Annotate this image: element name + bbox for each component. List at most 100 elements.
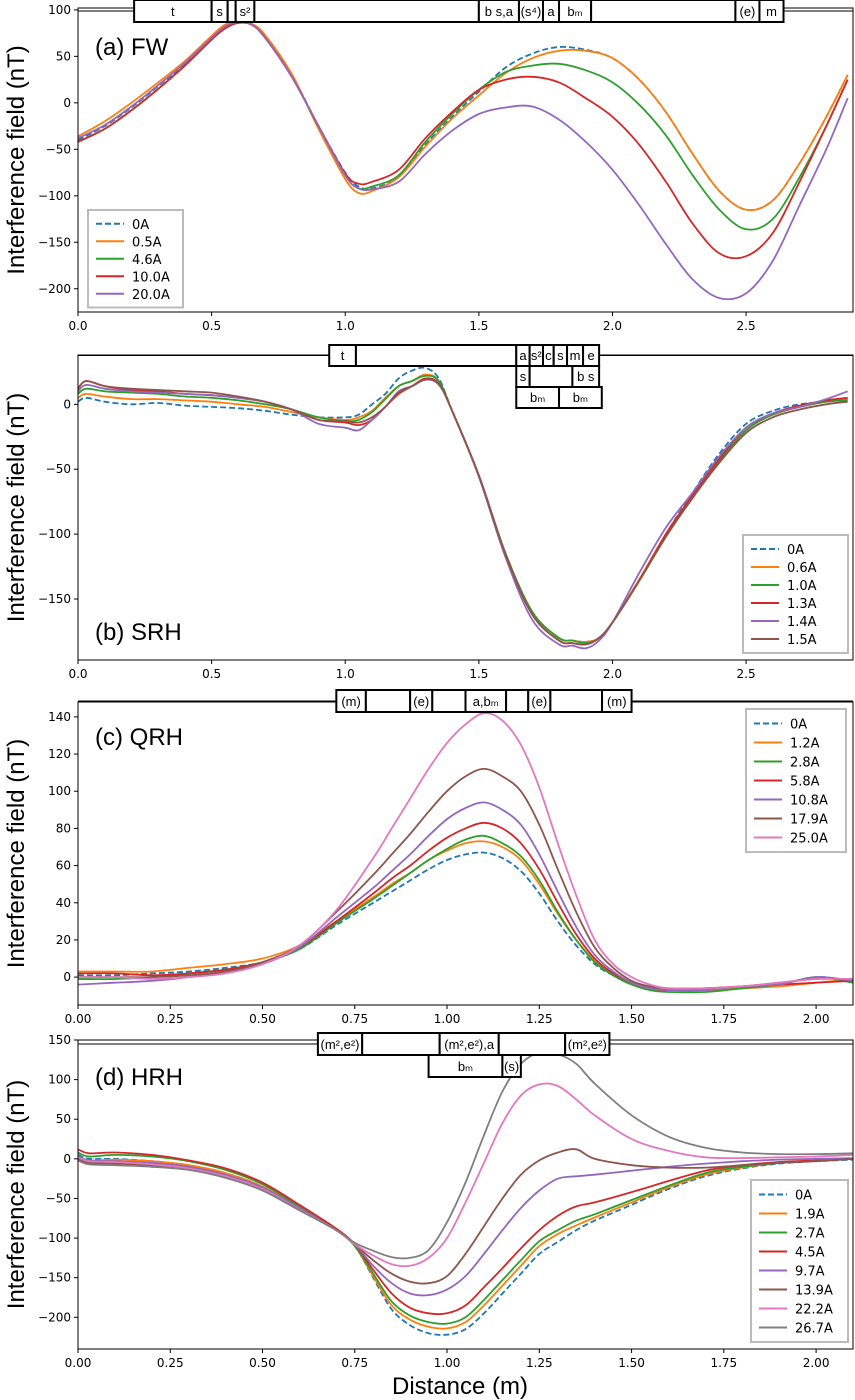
y-tick-label: −200 [38,282,71,296]
annotation-box [361,1032,441,1056]
series-line-4_5A [78,1148,853,1316]
x-tick-label: 1.75 [710,1356,737,1370]
annotation-box [354,344,518,367]
legend-label: 26.7A [795,1322,833,1337]
legend-label: 9.7A [795,1265,825,1280]
legend-label: 0A [132,218,149,233]
annotation-label: (s⁴) [521,4,542,19]
legend-label: 2.7A [795,1227,825,1242]
legend-label: 0A [790,718,807,733]
series-line-20_0A [78,20,849,301]
annotation-bar: t a s² c s m es b sbₘ bₘ [78,344,853,409]
series-line-26_7A [78,1051,853,1260]
y-tick-label: 100 [48,1073,71,1087]
legend-label: 4.5A [795,1246,825,1261]
x-tick-label: 1.0 [336,319,355,333]
y-tick-label: −100 [38,1231,71,1245]
series-group [78,1051,853,1336]
x-tick-label: 2.5 [737,319,756,333]
annotation-label: (m²,e²),a [444,1037,495,1052]
annotation-box [528,365,574,388]
x-tick-label: 2.0 [603,667,622,681]
x-axis-label: Distance (m) [392,1373,528,1400]
legend-label: 0A [795,1189,812,1204]
annotation-label: (e) [739,4,755,19]
legend-label: 2.8A [790,756,820,771]
annotation-box [505,689,530,713]
y-tick-label: −100 [38,189,71,203]
annotation-label: m [766,4,777,19]
legend-label: 0.6A [787,561,817,576]
annotation-label: (e) [531,694,547,709]
y-tick-label: −150 [38,1271,71,1285]
series-line-1_0A [78,374,848,645]
legend: 0A 1.9A 2.7A 4.5A 9.7A 13.9A 22.2A 26.7A [750,1179,849,1343]
y-axis-label: Interference field (nT) [3,1080,30,1309]
y-tick-label: 0 [63,970,71,984]
legend-label: 1.4A [787,615,817,630]
series-line-1_9A [78,1155,853,1330]
series-line-10_8A [78,801,853,992]
legend: 0A 0.6A 1.0A 1.3A 1.4A 1.5A [742,534,849,654]
y-tick-label: −50 [46,462,71,476]
legend-label: 20.0A [132,288,170,303]
legend-label: 0A [787,543,804,558]
series-line-0A [78,366,848,643]
legend: 0A 1.2A 2.8A 5.8A 10.8A 17.9A 25.0A [745,708,847,853]
legend-label: 10.0A [132,270,170,285]
y-axis-label: Interference field (nT) [3,393,30,622]
x-tick-label: 1.50 [618,1012,645,1026]
panel-c: 0.00 0.25 0.50 0.75 1.00 1.25 1.50 1.75 2.00 140 1… [3,689,854,1026]
annotation-bar: (m²,e²) (m²,e²),a (m²,e²) bₘ (s) [78,1032,853,1078]
legend-frame [750,1179,849,1343]
legend-label: 0.5A [132,235,162,250]
x-tick-label: 1.50 [618,1356,645,1370]
series-line-1_5A [78,378,848,646]
y-axis-label: Interference field (nT) [3,739,30,968]
legend-frame [742,534,849,654]
annotation-label: m [570,348,581,363]
annotation-bar: t s s² b s,a (s⁴) a bₘ (e) m [78,0,853,23]
y-tick-label: −50 [46,1191,71,1205]
legend-label: 1.3A [787,597,817,612]
x-tick-label: 2.5 [737,667,756,681]
legend-label: 13.9A [795,1284,833,1299]
x-tick-label: 1.75 [710,1012,737,1026]
y-tick-label: 40 [56,896,71,910]
x-tick-label: 0.00 [65,1012,92,1026]
annotation-label: (m) [607,694,627,709]
annotation-box [431,689,467,713]
x-tick-label: 0.5 [202,319,221,333]
annotation-box [564,1032,611,1056]
y-tick-label: 0 [63,1152,71,1166]
legend-label: 25.0A [790,832,828,847]
annotation-label: b s [577,369,595,384]
x-tick-label: 0.5 [202,667,221,681]
y-tick-label: −150 [38,235,71,249]
legend-label: 4.6A [132,253,162,268]
annotation-label: bₘ [530,390,545,405]
x-tick-label: 1.25 [526,1356,553,1370]
series-line-22_2A [78,1082,853,1268]
annotation-box [364,689,412,713]
annotation-label: (m) [341,694,361,709]
annotation-label: bₘ [567,4,582,19]
series-line-0A [78,20,849,211]
x-tick-label: 1.25 [526,1012,553,1026]
y-tick-label: 60 [56,859,71,873]
y-tick-label: −200 [38,1310,71,1324]
x-tick-label: 0.75 [341,1356,368,1370]
annotation-label: a,bₘ [473,694,499,709]
panel-d: 0.00 0.25 0.50 0.75 1.00 1.25 1.50 1.75 2.00 150 1… [3,1032,854,1370]
series-line-0_6A [78,373,848,643]
x-tick-label: 0.0 [68,667,87,681]
legend: 0A 0.5A 4.6A 10.0A 20.0A [87,209,184,309]
annotation-box [501,1054,522,1078]
series-line-9_7A [78,1155,853,1297]
y-tick-label: 140 [48,710,71,724]
annotation-label: (m²,e²) [321,1037,360,1052]
annotation-box [590,0,737,23]
annotation-box [558,386,603,409]
x-tick-label: 2.00 [803,1356,830,1370]
